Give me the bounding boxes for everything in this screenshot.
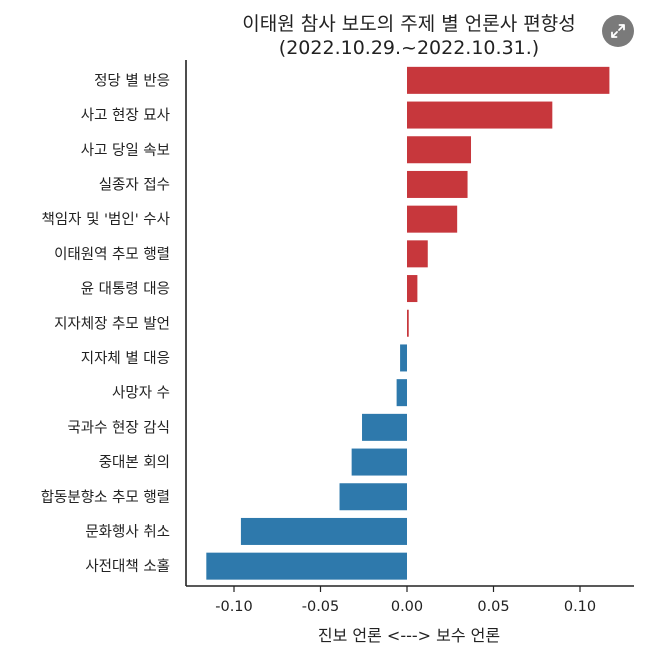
category-label: 실종자 접수 bbox=[99, 176, 170, 193]
bar bbox=[407, 170, 468, 198]
bar bbox=[407, 136, 472, 164]
bar bbox=[396, 379, 407, 407]
bar bbox=[339, 483, 407, 511]
category-label: 정당 별 반응 bbox=[94, 72, 170, 89]
category-label: 지자체 별 대응 bbox=[81, 350, 170, 367]
bar bbox=[407, 275, 418, 303]
expand-arrows-icon bbox=[611, 24, 625, 38]
category-label: 사망자 수 bbox=[112, 385, 170, 402]
category-label: 사전대책 소홀 bbox=[85, 558, 170, 575]
bar bbox=[400, 344, 407, 372]
bar bbox=[351, 448, 407, 476]
x-tick-label: 0.10 bbox=[564, 599, 596, 615]
category-label: 합동분향소 추모 행렬 bbox=[41, 489, 170, 506]
category-label: 지자체장 추모 발언 bbox=[54, 315, 170, 332]
x-axis-label: 진보 언론 <---> 보수 언론 bbox=[318, 626, 500, 645]
bar bbox=[407, 309, 409, 337]
category-label: 사고 현장 묘사 bbox=[81, 107, 170, 124]
x-tick-label: -0.10 bbox=[215, 599, 253, 615]
x-ticks: -0.10 -0.05 0.00 0.05 0.10 bbox=[215, 586, 596, 615]
category-label: 윤 대통령 대응 bbox=[81, 281, 170, 298]
category-label: 사고 당일 속보 bbox=[81, 142, 170, 159]
category-label: 국과수 현장 감식 bbox=[67, 419, 170, 436]
bar bbox=[240, 517, 407, 545]
chart-title: 이태원 참사 보도의 주제 별 언론사 편향성 bbox=[242, 13, 575, 35]
category-label: 이태원역 추모 행렬 bbox=[54, 246, 170, 263]
x-tick-label: -0.05 bbox=[302, 599, 340, 615]
category-label: 중대본 회의 bbox=[99, 454, 170, 471]
bar bbox=[362, 413, 407, 441]
bar bbox=[407, 101, 553, 129]
bar bbox=[407, 240, 428, 268]
bar bbox=[206, 552, 407, 580]
x-tick-label: 0.00 bbox=[391, 599, 423, 615]
expand-icon[interactable] bbox=[602, 15, 634, 47]
x-tick-label: 0.05 bbox=[477, 599, 509, 615]
bar bbox=[407, 66, 610, 94]
bar bbox=[407, 205, 458, 233]
bars bbox=[206, 66, 610, 580]
category-label: 문화행사 취소 bbox=[85, 523, 170, 540]
category-label: 책임자 및 '범인' 수사 bbox=[41, 211, 170, 228]
chart-subtitle: (2022.10.29.~2022.10.31.) bbox=[279, 37, 539, 59]
